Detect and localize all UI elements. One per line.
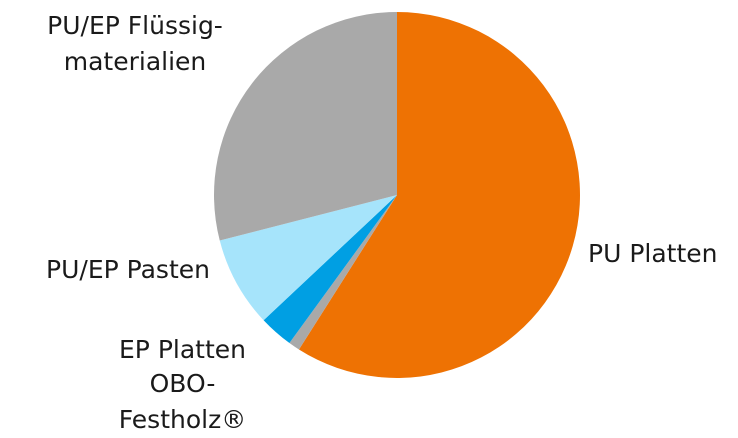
pie-slice — [219, 195, 397, 321]
pie-slice — [263, 195, 397, 344]
pie-canvas — [213, 12, 581, 378]
slice-label: EP Platten — [119, 335, 246, 364]
pie-slice — [298, 12, 581, 378]
pie-slice — [213, 12, 397, 241]
slice-label: PU/EP Flüssig- materialien — [47, 11, 223, 76]
chart: PU Platten OBO-Festholz® EP Platten PU/EP P… — [46, 11, 718, 434]
slice-label: PU Platten — [588, 239, 718, 268]
slice-label: OBO-Festholz® — [118, 369, 247, 434]
slice-label: PU/EP Pasten — [46, 255, 210, 284]
pie-slice — [289, 195, 397, 350]
